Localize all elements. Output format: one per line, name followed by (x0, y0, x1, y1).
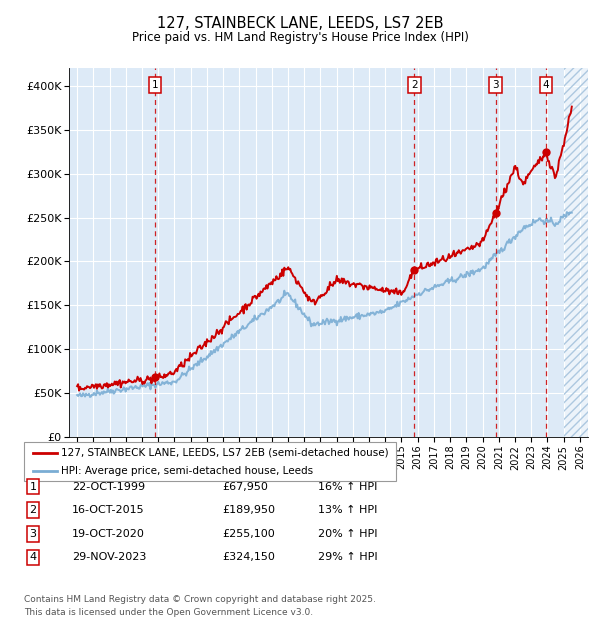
Text: 13% ↑ HPI: 13% ↑ HPI (318, 505, 377, 515)
Text: 127, STAINBECK LANE, LEEDS, LS7 2EB (semi-detached house): 127, STAINBECK LANE, LEEDS, LS7 2EB (sem… (61, 448, 389, 458)
Text: £189,950: £189,950 (222, 505, 275, 515)
Text: 19-OCT-2020: 19-OCT-2020 (72, 529, 145, 539)
Text: 2: 2 (29, 505, 37, 515)
Text: 16-OCT-2015: 16-OCT-2015 (72, 505, 145, 515)
Text: HPI: Average price, semi-detached house, Leeds: HPI: Average price, semi-detached house,… (61, 466, 313, 476)
Text: 127, STAINBECK LANE, LEEDS, LS7 2EB: 127, STAINBECK LANE, LEEDS, LS7 2EB (157, 16, 443, 30)
Text: £67,950: £67,950 (222, 482, 268, 492)
Text: 20% ↑ HPI: 20% ↑ HPI (318, 529, 377, 539)
Text: Price paid vs. HM Land Registry's House Price Index (HPI): Price paid vs. HM Land Registry's House … (131, 31, 469, 44)
Text: £324,150: £324,150 (222, 552, 275, 562)
Text: 16% ↑ HPI: 16% ↑ HPI (318, 482, 377, 492)
Text: 29-NOV-2023: 29-NOV-2023 (72, 552, 146, 562)
Text: 4: 4 (543, 80, 550, 90)
Text: 1: 1 (29, 482, 37, 492)
Text: 22-OCT-1999: 22-OCT-1999 (72, 482, 145, 492)
Text: £255,100: £255,100 (222, 529, 275, 539)
Text: 4: 4 (29, 552, 37, 562)
Text: Contains HM Land Registry data © Crown copyright and database right 2025.
This d: Contains HM Land Registry data © Crown c… (24, 595, 376, 617)
Text: 1: 1 (152, 80, 158, 90)
Text: 3: 3 (492, 80, 499, 90)
Text: 3: 3 (29, 529, 37, 539)
Text: 2: 2 (411, 80, 418, 90)
Text: 29% ↑ HPI: 29% ↑ HPI (318, 552, 377, 562)
